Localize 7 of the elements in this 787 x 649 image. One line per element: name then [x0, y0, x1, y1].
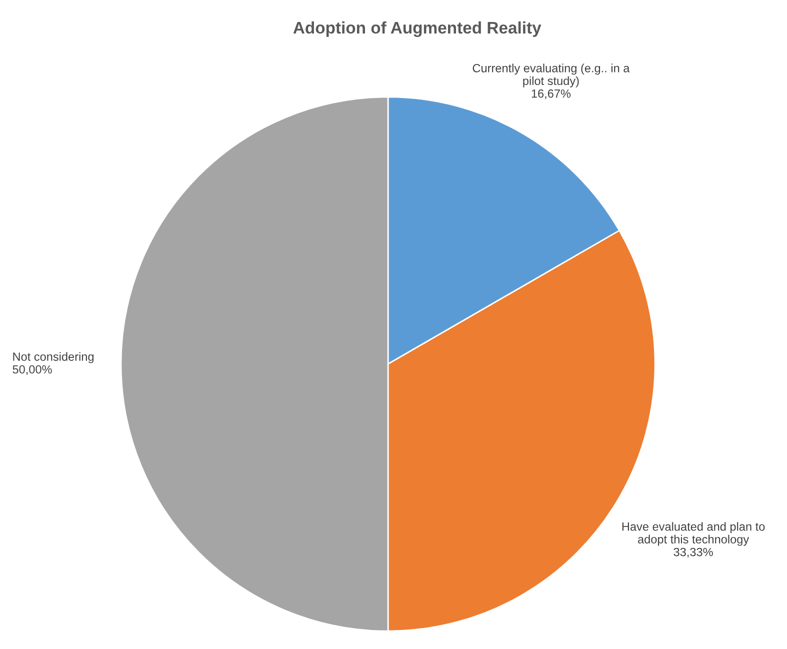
- data-label: 16,67%: [532, 89, 571, 100]
- data-label: 50,00%: [12, 365, 52, 375]
- chart-title: Adoption of Augmented Reality: [293, 21, 542, 38]
- slice-label: Have evaluated and plan to adopt this technology: [622, 522, 765, 546]
- slice-label: Not considering: [13, 352, 94, 364]
- slice-label: Currently evaluating (e.g.. in a pilot study): [472, 64, 630, 88]
- data-label: 33,33%: [674, 548, 713, 558]
